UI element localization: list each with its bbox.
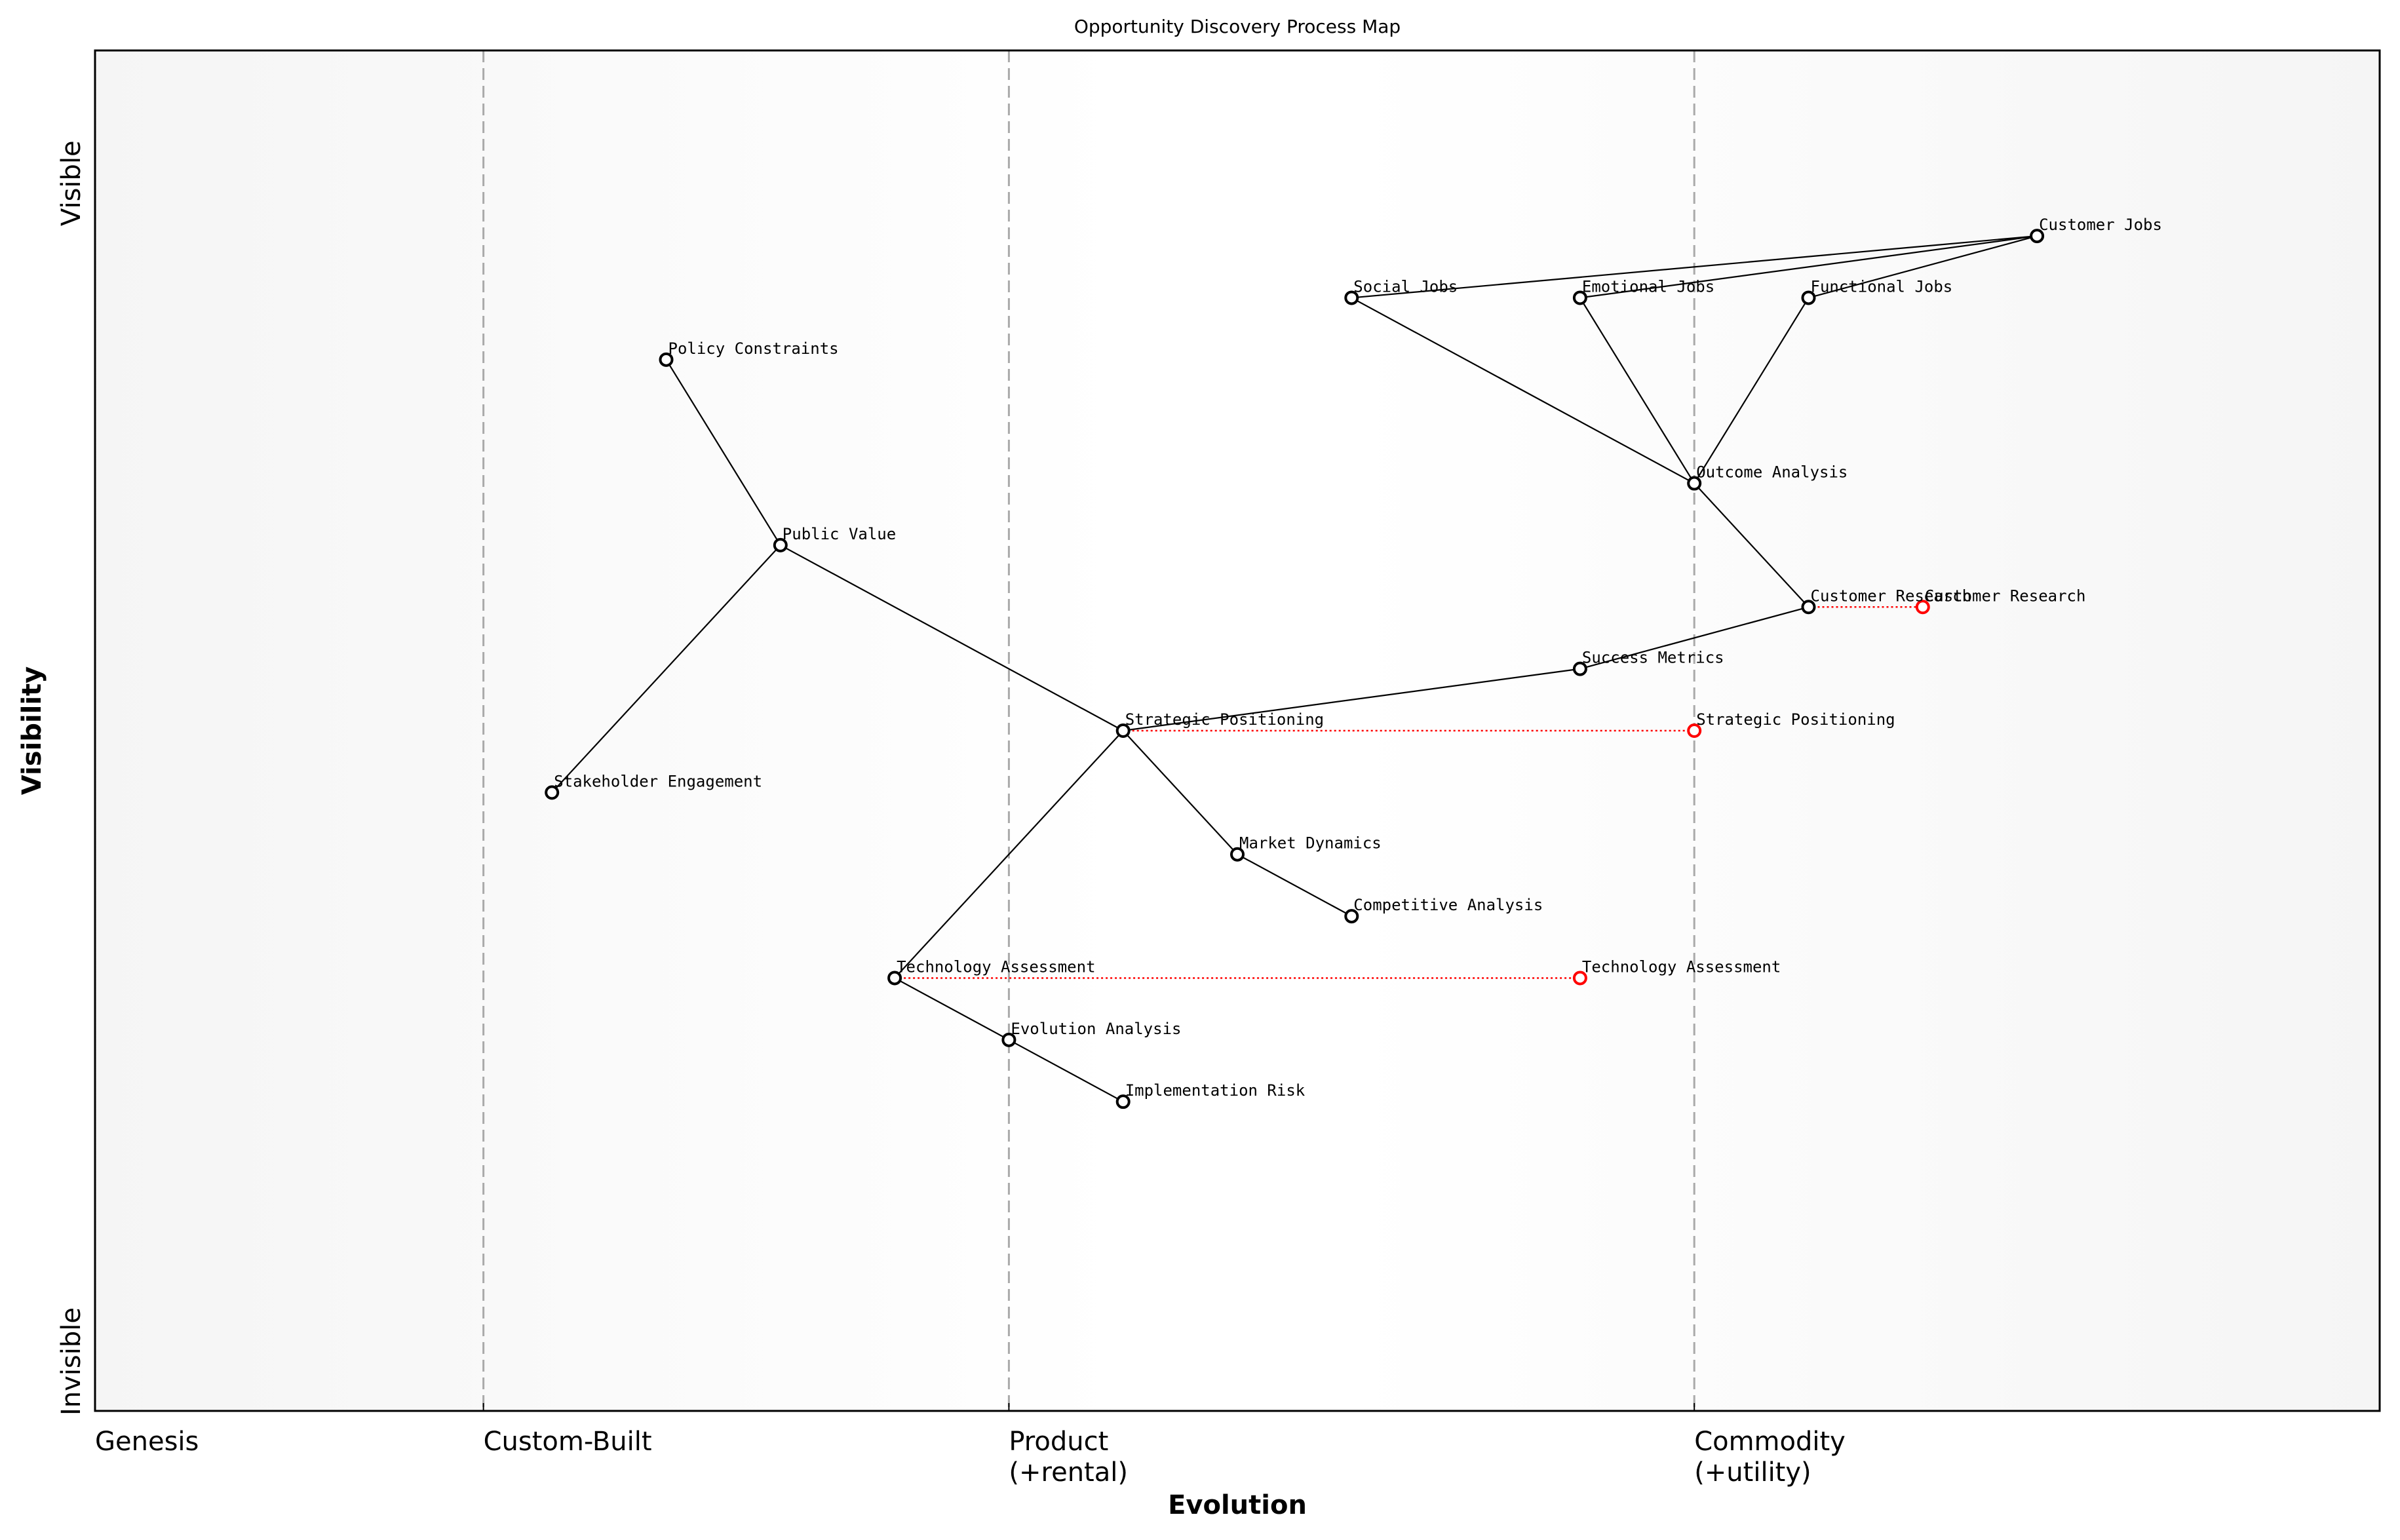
component-label: Strategic Positioning [1125,710,1324,729]
component-node[interactable]: Competitive Analysis [1344,896,1543,924]
dependency-link [1579,297,1695,484]
component-marker[interactable] [659,352,674,367]
evolved-component-label: Strategic Positioning [1696,710,1895,729]
component-marker[interactable] [1344,290,1359,305]
component-node[interactable]: Functional Jobs [1801,277,1953,305]
dependency-link [1122,730,1238,855]
component-node[interactable]: Success Metrics [1572,649,1724,676]
component-node[interactable]: Outcome Analysis [1687,463,1848,491]
y-axis-label: Visibility [17,666,47,795]
stage-label: Genesis [95,1427,199,1457]
dependency-link [1579,606,1809,670]
component-label: Emotional Jobs [1582,277,1714,296]
dependency-link [894,730,1124,979]
dependency-link [1694,482,1810,608]
component-label: Customer Research [1811,587,1972,605]
evolved-component-marker[interactable] [1572,971,1587,986]
evolved-component-marker[interactable] [1915,600,1930,615]
component-node[interactable]: Customer Research [1801,587,1972,615]
component-label: Customer Jobs [2039,216,2162,234]
dependency-link [1351,235,2038,299]
component-node[interactable]: Market Dynamics [1230,834,1382,862]
component-label: Success Metrics [1582,649,1724,667]
component-marker[interactable] [773,537,788,552]
component-label: Functional Jobs [1811,277,1953,296]
component-marker[interactable] [1801,290,1816,305]
component-node[interactable]: Technology Assessment [887,957,1096,986]
component-label: Outcome Analysis [1696,463,1848,482]
stage-label: Custom-Built [484,1427,652,1457]
component-marker[interactable] [1687,476,1702,491]
dependency-link [894,977,1009,1041]
component-marker[interactable] [1572,661,1587,676]
dependency-link [1808,235,2038,299]
dependency-link [1008,1039,1124,1103]
component-node[interactable]: Implementation Risk [1115,1081,1306,1109]
dependency-link [780,544,1124,731]
component-node[interactable]: Emotional Jobs [1572,277,1714,305]
y-top-label: Visible [56,140,87,226]
component-label: Social Jobs [1353,277,1458,296]
dependency-link [1351,297,1695,484]
component-marker[interactable] [1230,847,1245,862]
component-node[interactable]: Customer Jobs [2030,216,2162,244]
component-node[interactable]: Social Jobs [1344,277,1458,305]
component-label: Implementation Risk [1125,1081,1306,1100]
component-label: Public Value [783,525,896,543]
component-marker[interactable] [1001,1032,1016,1047]
component-marker[interactable] [1115,1094,1131,1109]
component-marker[interactable] [1115,723,1131,738]
plot-frame [94,49,2381,1412]
component-marker[interactable] [2030,229,2045,244]
evolved-component-label: Technology Assessment [1582,957,1781,976]
stage-label: Product [1009,1427,1108,1457]
plot-background [95,50,2380,1411]
component-marker[interactable] [1344,909,1359,924]
dependency-link [1237,853,1352,917]
component-node[interactable]: Stakeholder Engagement [545,772,762,800]
x-axis-label: Evolution [1168,1490,1307,1520]
component-label: Evolution Analysis [1011,1020,1181,1038]
component-label: Market Dynamics [1239,834,1382,853]
component-marker[interactable] [545,785,560,800]
dependency-link [1694,297,1810,484]
y-bottom-label: Invisible [56,1307,87,1415]
stage-sublabel: (+utility) [1694,1457,1811,1488]
component-label: Technology Assessment [897,957,1095,976]
evolved-component-marker[interactable] [1687,723,1702,738]
component-node[interactable]: Strategic Positioning [1115,710,1324,738]
component-node[interactable]: Public Value [773,525,896,552]
dependency-link [1579,235,2038,299]
component-marker[interactable] [1801,600,1816,615]
component-node[interactable]: Policy Constraints [659,339,839,367]
component-marker[interactable] [1572,290,1587,305]
component-label: Stakeholder Engagement [554,772,762,790]
component-marker[interactable] [887,971,902,986]
chart-title: Opportunity Discovery Process Map [1074,16,1401,37]
stage-label: Commodity [1694,1427,1846,1457]
evolved-component-label: Customer Research [1925,587,2086,605]
dependency-link [1123,668,1581,732]
component-node[interactable]: Evolution Analysis [1001,1020,1181,1047]
component-label: Policy Constraints [668,339,839,358]
dependency-link [665,359,781,546]
dependency-link [551,545,781,794]
stage-sublabel: (+rental) [1009,1457,1128,1488]
component-label: Competitive Analysis [1353,896,1543,914]
